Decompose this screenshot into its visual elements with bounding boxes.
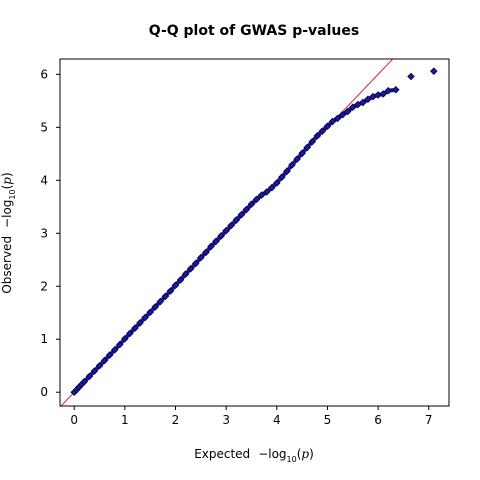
y-axis-label: Observed −log10(p) xyxy=(0,172,17,293)
data-point xyxy=(151,303,159,311)
data-point xyxy=(313,132,322,140)
data-point xyxy=(136,319,144,327)
data-point xyxy=(293,155,301,163)
data-point xyxy=(222,226,230,235)
y-tick-label: 4 xyxy=(40,173,48,187)
data-point xyxy=(262,188,271,196)
data-point xyxy=(166,287,175,295)
data-point xyxy=(379,90,387,98)
data-point xyxy=(267,183,276,192)
data-point xyxy=(354,100,362,109)
data-point xyxy=(288,161,296,169)
data-point xyxy=(186,265,195,273)
x-axis-label-prefix: Expected xyxy=(194,447,250,461)
x-tick-label: 3 xyxy=(222,413,230,427)
data-point xyxy=(121,334,129,343)
data-point xyxy=(242,205,251,214)
data-point xyxy=(232,216,241,224)
x-axis-label-base: 10 xyxy=(287,455,297,464)
x-axis-label-minus-log: −log xyxy=(258,447,286,461)
x-axis-label: Expected −log10(p) xyxy=(194,447,314,464)
data-point xyxy=(278,173,286,181)
data-point xyxy=(100,356,109,365)
data-point xyxy=(197,253,205,262)
data-point xyxy=(348,103,357,111)
y-axis-label-close-paren: ) xyxy=(0,172,14,177)
chart-title: Q-Q plot of GWAS p-values xyxy=(149,23,359,39)
data-point xyxy=(116,340,124,349)
x-tick-label: 1 xyxy=(121,413,129,427)
y-tick-label: 1 xyxy=(40,332,48,346)
data-point xyxy=(171,281,180,289)
data-point xyxy=(110,346,119,354)
data-point xyxy=(430,67,438,75)
data-point xyxy=(407,72,415,81)
data-point xyxy=(105,351,114,359)
data-point xyxy=(364,95,372,104)
x-tick-label: 7 xyxy=(425,413,433,427)
data-point xyxy=(343,107,352,116)
y-tick-label: 6 xyxy=(40,67,48,81)
data-point xyxy=(318,127,327,135)
x-axis-label-variable: p xyxy=(301,447,309,461)
data-point xyxy=(273,179,281,187)
x-tick-label: 5 xyxy=(324,413,332,427)
y-axis-label-prefix: Observed xyxy=(0,236,14,294)
y-axis-label-base: 10 xyxy=(8,189,17,199)
x-tick-label: 0 xyxy=(70,413,78,427)
data-point xyxy=(161,292,170,301)
data-point xyxy=(257,191,266,199)
data-point xyxy=(95,361,104,370)
plot-area xyxy=(60,59,438,406)
data-point xyxy=(207,242,215,251)
point-band xyxy=(72,87,397,394)
data-point xyxy=(283,167,291,176)
y-axis-label-open-paren: ( xyxy=(0,185,14,190)
y-tick-label: 3 xyxy=(40,226,48,240)
data-point xyxy=(126,329,134,338)
data-point xyxy=(191,259,200,268)
data-point xyxy=(217,232,225,240)
x-tick-label: 2 xyxy=(172,413,180,427)
x-axis-label-open-paren: ( xyxy=(297,447,302,461)
data-point xyxy=(85,372,94,381)
data-point xyxy=(156,297,165,306)
data-point xyxy=(328,117,337,126)
data-point xyxy=(323,122,332,131)
y-axis: 0 1 2 3 4 5 6 xyxy=(40,67,60,399)
data-point xyxy=(308,137,317,146)
x-tick-label: 6 xyxy=(374,413,382,427)
data-point xyxy=(237,210,246,219)
data-point xyxy=(359,98,367,107)
data-point xyxy=(333,114,342,123)
data-points xyxy=(70,67,438,396)
y-tick-label: 0 xyxy=(40,385,48,399)
data-point xyxy=(90,367,99,375)
data-point xyxy=(384,87,392,95)
x-axis-label-close-paren: ) xyxy=(309,447,314,461)
data-point xyxy=(202,248,210,257)
x-axis: 0 1 2 3 4 5 6 7 xyxy=(70,406,433,427)
x-tick-label: 4 xyxy=(273,413,281,427)
data-point xyxy=(298,149,306,158)
data-point xyxy=(392,85,400,94)
y-tick-label: 2 xyxy=(40,279,48,293)
y-axis-label-variable: p xyxy=(0,177,14,185)
plot-frame xyxy=(59,58,450,407)
data-point xyxy=(131,324,139,332)
data-point xyxy=(141,313,149,322)
data-point xyxy=(252,195,261,204)
data-point xyxy=(146,308,154,316)
data-point xyxy=(176,276,185,284)
data-point xyxy=(181,270,190,278)
data-point xyxy=(212,237,220,246)
data-point xyxy=(247,200,256,208)
y-axis-label-minus-log: −log xyxy=(0,200,14,228)
y-tick-label: 5 xyxy=(40,120,48,134)
data-point xyxy=(80,377,89,386)
data-point xyxy=(303,143,311,152)
data-point xyxy=(338,110,347,119)
data-point xyxy=(227,221,235,230)
